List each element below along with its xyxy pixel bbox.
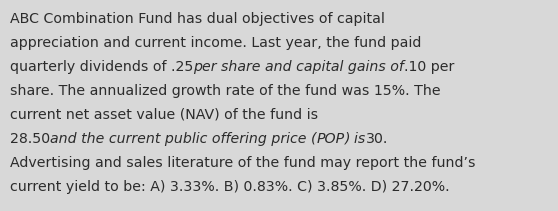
Text: appreciation and current income. Last year, the fund paid: appreciation and current income. Last ye… [10, 36, 421, 50]
Text: share. The annualized growth rate of the fund was 15%. The: share. The annualized growth rate of the… [10, 84, 441, 98]
Text: 30.: 30. [366, 132, 388, 146]
Text: ) is: ) is [345, 132, 366, 146]
Text: .10 per: .10 per [404, 60, 455, 74]
Text: current net asset value (NAV) of the fund is: current net asset value (NAV) of the fun… [10, 108, 318, 122]
Text: 28.50: 28.50 [10, 132, 50, 146]
Text: current yield to be: A) 3.33%. B) 0.83%. C) 3.85%. D) 27.20%.: current yield to be: A) 3.33%. B) 0.83%.… [10, 180, 450, 194]
Text: ABC Combination Fund has dual objectives of capital: ABC Combination Fund has dual objectives… [10, 12, 385, 26]
Text: per share and capital gains of: per share and capital gains of [194, 60, 404, 74]
Text: POP: POP [316, 132, 345, 146]
Text: quarterly dividends of .25: quarterly dividends of .25 [10, 60, 194, 74]
Text: and the current public offering price (: and the current public offering price ( [50, 132, 316, 146]
Text: Advertising and sales literature of the fund may report the fund’s: Advertising and sales literature of the … [10, 156, 475, 170]
